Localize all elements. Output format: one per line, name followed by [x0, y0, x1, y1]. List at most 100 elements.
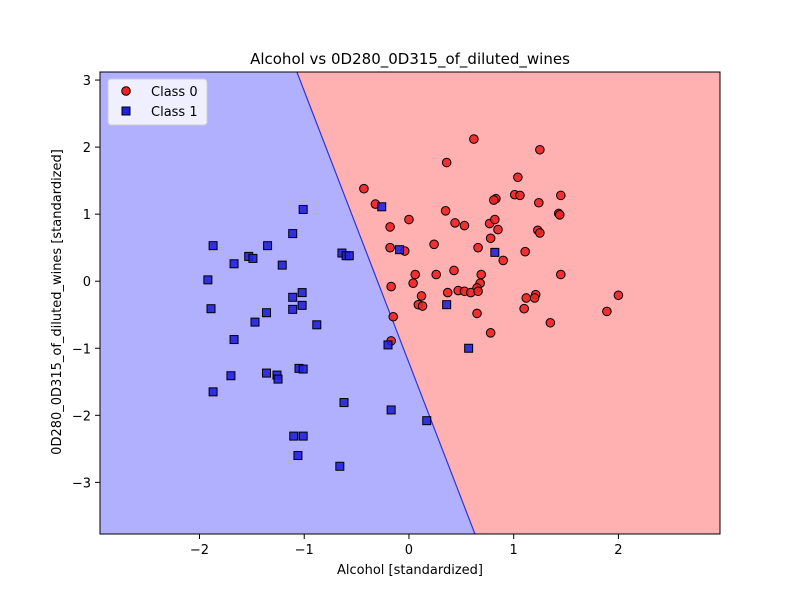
x-tick-label: 0 [405, 543, 413, 558]
plot-area: −2 −1 0 1 2 3 2 1 0 −1 −2 −3 Class 0 Class 1 [72, 71, 721, 558]
y-tick-label: −2 [72, 409, 91, 424]
data-point-class-0 [386, 281, 396, 292]
data-point-class-0 [485, 328, 496, 338]
x-tick-label: 2 [614, 543, 622, 558]
chart-title: Alcohol vs 0D280_0D315_of_diluted_wines [250, 50, 570, 69]
data-point-class-1 [383, 340, 393, 350]
data-point-class-0 [513, 172, 523, 183]
y-tick-label: −3 [72, 476, 91, 491]
data-point-class-1 [298, 364, 308, 374]
data-point-class-1 [288, 292, 298, 302]
data-point-class-0 [431, 269, 441, 280]
legend-box [107, 78, 208, 126]
data-point-class-0 [429, 239, 439, 250]
legend-label: Class 1 [151, 105, 198, 120]
y-tick-label: 1 [83, 208, 91, 223]
plot-frame [99, 71, 721, 535]
legend: Class 0 Class 1 [107, 78, 208, 126]
data-point-class-0 [534, 197, 544, 208]
data-point-class-0 [385, 242, 395, 253]
data-point-class-0 [545, 317, 556, 328]
data-point-class-1 [208, 241, 218, 251]
data-point-class-1 [377, 202, 387, 212]
data-point-class-1 [464, 343, 474, 353]
data-point-class-0 [602, 306, 612, 317]
data-point-class-0 [529, 293, 540, 303]
data-point-class-0 [440, 206, 451, 216]
data-point-class-1 [298, 431, 308, 441]
data-point-class-1 [289, 431, 299, 441]
data-point-class-0 [472, 308, 482, 319]
data-point-class-0 [416, 291, 427, 301]
data-point-class-1 [273, 374, 283, 384]
data-point-class-0 [385, 222, 395, 232]
data-point-class-0 [469, 134, 479, 144]
data-point-class-1 [226, 371, 236, 381]
data-point-class-0 [535, 228, 545, 238]
data-point-class-1 [293, 451, 303, 461]
x-axis-label: Alcohol [standardized] [337, 563, 483, 578]
data-point-class-1 [297, 288, 307, 298]
data-point-class-0 [410, 269, 421, 280]
data-point-class-0 [556, 269, 566, 280]
data-point-class-1 [422, 416, 432, 426]
data-point-class-1 [490, 247, 500, 257]
data-point-class-0 [388, 311, 399, 322]
data-point-class-0 [450, 218, 460, 228]
x-tick-label: −2 [190, 543, 209, 558]
legend-marker-class-1 [121, 106, 131, 116]
y-tick-label: 2 [83, 141, 91, 156]
legend-marker-class-0 [121, 86, 131, 96]
data-point-class-1 [288, 304, 298, 314]
data-point-class-0 [535, 144, 545, 155]
data-point-class-1 [344, 251, 354, 261]
data-point-class-1 [229, 335, 239, 345]
data-point-class-0 [485, 233, 496, 244]
data-point-class-0 [493, 224, 503, 235]
data-point-class-1 [229, 259, 239, 269]
data-point-class-0 [404, 214, 414, 225]
data-point-class-1 [248, 253, 258, 263]
decision-boundary-line [296, 71, 476, 535]
data-point-class-1 [386, 405, 396, 415]
data-point-class-1 [335, 461, 345, 471]
data-point-class-0 [490, 214, 500, 225]
data-point-class-1 [312, 320, 322, 330]
data-point-class-0 [613, 290, 624, 301]
data-point-class-1 [442, 300, 452, 310]
data-point-class-0 [520, 246, 531, 257]
data-point-class-1 [298, 204, 308, 214]
y-axis-label: 0D280_0D315_of_diluted_wines [standardiz… [50, 149, 65, 455]
data-point-class-0 [408, 278, 418, 289]
data-point-class-1 [277, 260, 287, 270]
data-point-class-1 [288, 229, 298, 239]
region-class-1 [100, 72, 475, 534]
x-tick-label: 1 [510, 543, 518, 558]
data-point-class-0 [473, 286, 483, 297]
x-tick-label: −1 [295, 543, 314, 558]
y-tick-label: −1 [72, 342, 91, 357]
data-point-class-0 [519, 303, 529, 314]
data-point-class-1 [339, 398, 349, 408]
y-tick-label: 0 [83, 275, 91, 290]
data-point-class-1 [250, 317, 260, 327]
data-point-class-0 [515, 190, 525, 201]
data-point-class-1 [262, 368, 272, 378]
data-point-class-0 [459, 220, 470, 231]
legend-label: Class 0 [151, 85, 198, 100]
data-point-class-0 [417, 301, 428, 311]
data-point-class-1 [208, 387, 218, 397]
data-point-class-0 [498, 255, 509, 266]
y-tick-label: 3 [83, 74, 91, 89]
data-point-class-0 [521, 293, 532, 303]
data-point-class-1 [206, 304, 216, 314]
data-point-class-0 [554, 210, 565, 220]
data-point-class-1 [203, 275, 213, 285]
data-point-class-0 [473, 242, 483, 253]
data-point-class-0 [359, 183, 369, 194]
data-point-class-1 [395, 245, 405, 255]
data-point-class-0 [476, 269, 487, 280]
data-point-class-0 [441, 157, 452, 168]
